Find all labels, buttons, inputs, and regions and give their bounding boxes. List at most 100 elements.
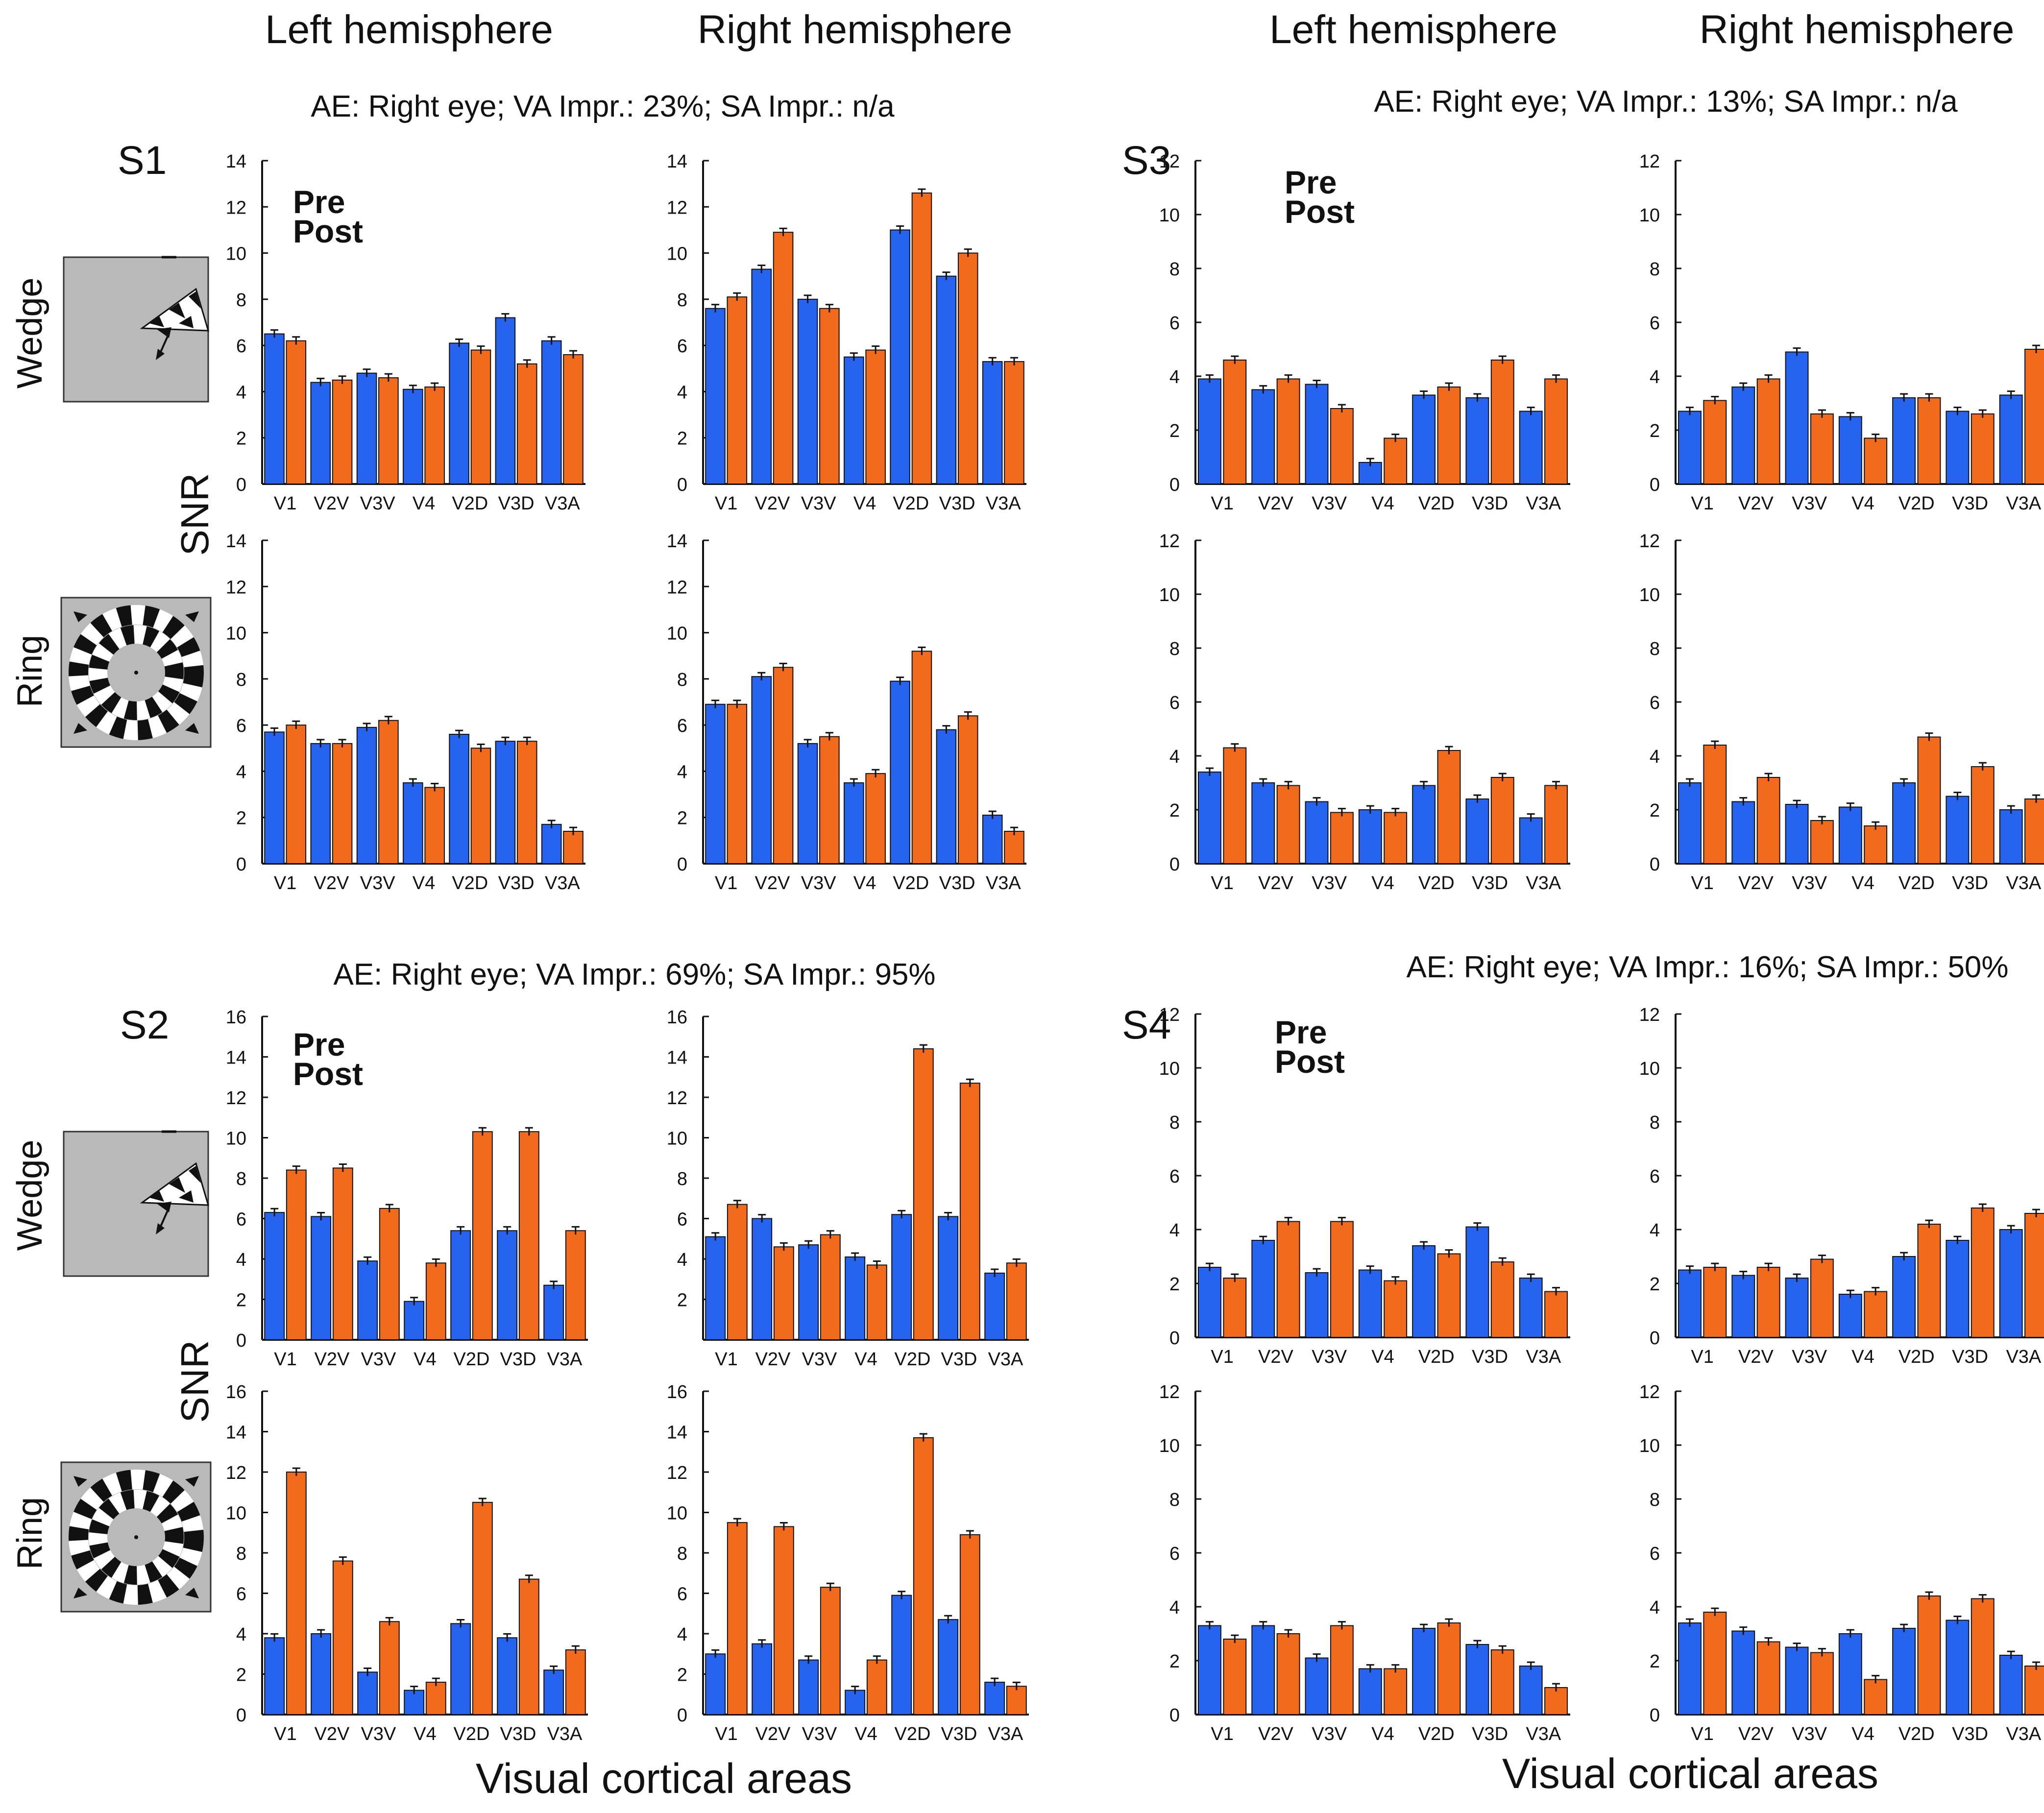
y-tick-label: 0	[236, 475, 246, 495]
x-tick-label-v3v: V3V	[1312, 493, 1347, 514]
y-tick-label: 2	[1650, 1651, 1660, 1672]
y-tick-label: 12	[1639, 1005, 1660, 1025]
x-tick-label-v2v: V2V	[315, 1724, 350, 1744]
x-tick-label-v4: V4	[413, 873, 435, 894]
x-tick-label-v3d: V3D	[1472, 873, 1508, 894]
bar-post-v4	[1864, 1679, 1888, 1715]
legend-post-s4: Post	[1275, 1043, 1345, 1080]
row-label-ring-s2: Ring	[10, 1497, 49, 1570]
x-tick-label-v1: V1	[1211, 873, 1233, 894]
bar-pre-v4	[1838, 1294, 1862, 1338]
bar-pre-v3d	[1465, 397, 1489, 484]
y-tick-label: 4	[677, 382, 687, 403]
x-tick-label-v3a: V3A	[2006, 1724, 2041, 1744]
row-label-wedge-s2: Wedge	[10, 1140, 49, 1251]
x-tick-label-v4: V4	[854, 1724, 877, 1744]
x-tick-label-v3v: V3V	[361, 1724, 396, 1744]
bar-pre-v1	[1198, 1267, 1221, 1338]
x-tick-label-v2d: V2D	[1418, 493, 1455, 514]
x-tick-label-v4: V4	[413, 493, 435, 514]
bar-post-v2v	[1756, 1267, 1780, 1338]
bar-pre-v3v	[1305, 801, 1329, 864]
x-tick-label-v3v: V3V	[1312, 1347, 1347, 1367]
y-tick-label: 6	[236, 336, 246, 357]
y-tick-label: 4	[1169, 1597, 1180, 1618]
bar-pre-v3v	[356, 372, 377, 485]
bar-pre-v3d	[1465, 1226, 1489, 1338]
bar-post-v4	[1384, 1280, 1408, 1338]
y-tick-label: 12	[1159, 1382, 1180, 1402]
x-tick-label-v1: V1	[715, 493, 737, 514]
bar-pre-v1	[705, 1236, 726, 1340]
bar-pre-v2d	[1412, 394, 1436, 484]
bar-pre-v1	[705, 308, 726, 484]
bar-pre-v2v	[1731, 1630, 1755, 1715]
x-tick-label-v4: V4	[1371, 1724, 1394, 1744]
bar-post-v2v	[332, 1560, 353, 1715]
x-tick-label-v2d: V2D	[893, 493, 929, 514]
bar-post-v3v	[819, 308, 840, 484]
y-tick-label: 8	[1650, 639, 1660, 659]
bar-post-v4	[425, 1682, 446, 1715]
y-tick-label: 12	[667, 577, 687, 598]
x-tick-label-v4: V4	[414, 1349, 436, 1370]
x-tick-label-v4: V4	[414, 1724, 436, 1744]
x-tick-label-v3v: V3V	[1792, 873, 1827, 894]
x-tick-label-v3v: V3V	[360, 493, 395, 514]
bar-post-v3d	[959, 1534, 980, 1715]
bar-post-v3a	[1544, 1291, 1568, 1338]
x-tick-label-v2d: V2D	[1898, 873, 1935, 894]
y-tick-label: 12	[226, 197, 246, 218]
y-tick-label: 12	[226, 1463, 246, 1483]
bar-post-v3d	[516, 363, 537, 484]
bar-post-v3v	[1810, 1652, 1834, 1715]
x-tick-label-v2d: V2D	[1898, 1347, 1935, 1367]
y-tick-label: 0	[1169, 475, 1180, 495]
y-tick-label: 2	[1650, 421, 1660, 441]
x-tick-label-v2d: V2D	[1418, 873, 1455, 894]
y-tick-label: 2	[677, 429, 687, 449]
x-tick-label-v2d: V2D	[895, 1349, 931, 1370]
bar-post-v2d	[1437, 387, 1461, 484]
bar-pre-v4	[1358, 1668, 1382, 1715]
bar-post-v2d	[472, 1131, 493, 1340]
x-tick-label-v3a: V3A	[2006, 873, 2041, 894]
row-label-ring-s1: Ring	[10, 635, 49, 707]
y-tick-label: 6	[236, 1584, 246, 1605]
bar-post-v3d	[1971, 413, 1995, 484]
y-tick-label: 2	[677, 1290, 687, 1311]
bar-post-v3d	[1490, 360, 1514, 484]
x-tick-label-v1: V1	[715, 1349, 737, 1370]
x-tick-label-v2d: V2D	[452, 873, 488, 894]
x-tick-label-v1: V1	[274, 1724, 296, 1744]
bar-post-v1	[1223, 1639, 1247, 1715]
y-tick-label: 0	[1169, 1328, 1180, 1349]
x-tick-label-v3d: V3D	[1952, 1347, 1988, 1367]
chart-S2-wedge-left: 0 2 4 6 8 10 12 14 16 V1 V2V V3V V4 V2D V3D V3A	[226, 1007, 588, 1370]
y-tick-label: 6	[1169, 1166, 1180, 1187]
y-tick-label: 14	[667, 1423, 687, 1443]
legend-post-s3: Post	[1285, 193, 1355, 230]
bar-post-v1	[1703, 1267, 1727, 1338]
x-tick-label-v3v: V3V	[802, 1724, 837, 1744]
bar-post-v3d	[1490, 1649, 1514, 1715]
x-tick-label-v2v: V2V	[1738, 873, 1774, 894]
bar-pre-v3a	[984, 1272, 1005, 1340]
header-left-hemisphere-s3: Left hemisphere	[1269, 7, 1557, 52]
bar-post-v4	[424, 387, 445, 484]
y-tick-label: 14	[226, 531, 246, 552]
x-tick-label-v2v: V2V	[1258, 873, 1293, 894]
bar-post-v3v	[820, 1234, 841, 1340]
bar-post-v3v	[1330, 408, 1354, 484]
bar-pre-v2v	[1731, 1275, 1755, 1338]
y-tick-label: 12	[667, 197, 687, 218]
bar-post-v2d	[472, 1501, 493, 1715]
y-tick-label: 4	[1650, 1220, 1660, 1241]
x-tick-label-v2v: V2V	[315, 1349, 350, 1370]
bar-post-v1	[1223, 747, 1247, 864]
y-tick-label: 2	[236, 429, 246, 449]
bar-post-v3v	[1810, 413, 1834, 484]
bar-pre-v2d	[1412, 1628, 1436, 1715]
y-tick-label: 6	[1650, 1166, 1660, 1187]
bar-post-v1	[286, 725, 307, 864]
